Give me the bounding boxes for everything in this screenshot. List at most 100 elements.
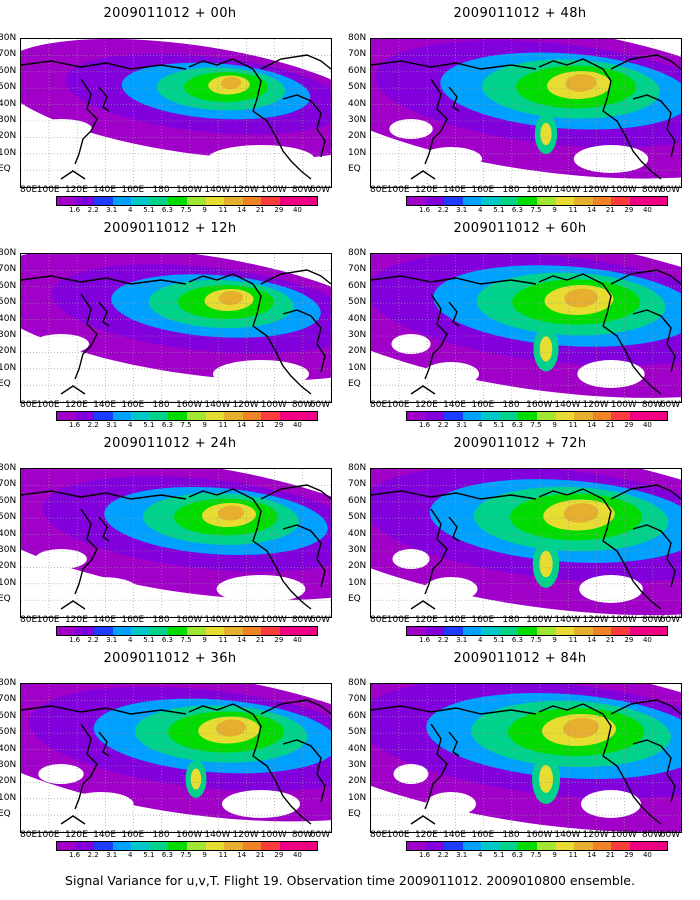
colorbar-label: 4 (478, 206, 483, 214)
colorbar-swatch (279, 627, 299, 635)
latitude-label: 80N (0, 678, 17, 688)
colorbar-label: 7.5 (530, 636, 542, 644)
colorbar-label: 14 (237, 421, 247, 429)
longitude-label: 160E (471, 615, 495, 625)
longitude-label: 120E (64, 400, 88, 410)
colorbar (406, 841, 668, 851)
colorbar-label: 14 (587, 206, 597, 214)
colorbar-swatch (481, 627, 500, 635)
colorbar-label: 5.1 (493, 851, 505, 859)
colorbar-label: 21 (605, 206, 615, 214)
longitude-label: 180 (152, 615, 170, 625)
colorbar-swatch (149, 197, 169, 205)
longitude-label: 60W (309, 400, 331, 410)
colorbar-swatch (224, 412, 243, 420)
colorbar-swatch (444, 197, 463, 205)
colorbar-swatch (407, 842, 426, 850)
latitude-label: 70N (348, 264, 367, 275)
colorbar-label: 11 (218, 421, 228, 429)
colorbar-label: 4 (128, 206, 133, 214)
longitude-label: 100E (386, 400, 410, 410)
latitude-label: EQ (0, 164, 11, 175)
colorbar-label: 3.1 (106, 206, 118, 214)
colorbar-label: 3.1 (106, 851, 118, 859)
longitude-label: 100E (386, 615, 410, 625)
colorbar-label: 14 (587, 636, 597, 644)
latitude-label: 50N (348, 727, 367, 738)
colorbar-label: 1.6 (418, 421, 431, 429)
colorbar-label: 6.3 (161, 421, 173, 429)
colorbar-swatch (462, 412, 482, 420)
longitude-label: 80E (20, 830, 38, 840)
longitude-label: 140W (204, 830, 231, 840)
latitude-label: 40N (348, 98, 367, 109)
colorbar-swatch (518, 197, 538, 205)
latitude-label: 10N (0, 362, 17, 373)
colorbar-swatch (298, 412, 318, 420)
colorbar-swatch (94, 197, 113, 205)
colorbar-swatch (94, 842, 113, 850)
longitude-label: 160E (121, 400, 145, 410)
longitude-label: 80W (291, 400, 313, 410)
colorbar-swatch (242, 197, 262, 205)
latitude-label: 60N (0, 710, 17, 721)
forecast-panel: 2009011012 + 00h 80N 70N 60N 50N 40N 30N 20N 10N… (0, 0, 340, 214)
colorbar-swatch (149, 412, 169, 420)
latitude-label: EQ (348, 809, 361, 820)
panel-title: 2009011012 + 48h (453, 6, 587, 21)
longitude-label: 140W (204, 185, 231, 195)
latitude-label: 60N (0, 280, 17, 291)
colorbar-swatch (112, 627, 132, 635)
colorbar-swatch (261, 627, 280, 635)
panel-title: 2009011012 + 36h (103, 651, 237, 666)
colorbar-swatch (648, 197, 668, 205)
colorbar-label: 7.5 (180, 421, 192, 429)
colorbar-swatch (481, 842, 500, 850)
panel-title: 2009011012 + 84h (453, 651, 587, 666)
colorbar-label: 9 (202, 851, 207, 859)
variance-map (20, 468, 332, 618)
latitude-label: 70N (348, 694, 367, 705)
colorbar-swatch (187, 197, 206, 205)
longitude-label: 80E (370, 830, 388, 840)
variance-map (20, 683, 332, 833)
latitude-label: 20N (0, 131, 17, 142)
colorbar-swatch (242, 842, 262, 850)
colorbar-label: 14 (587, 421, 597, 429)
latitude-label: 40N (0, 743, 17, 754)
latitude-label: 70N (0, 49, 17, 60)
longitude-label: 100E (36, 615, 60, 625)
longitude-label: 160E (121, 615, 145, 625)
longitude-label: 120E (414, 830, 438, 840)
longitude-label: 100W (610, 400, 637, 410)
forecast-panel: 2009011012 + 72h 80N 70N 60N 50N 40N 30N 20N 10N… (348, 430, 690, 644)
colorbar-label: 29 (274, 421, 284, 429)
colorbar-swatch (629, 627, 649, 635)
colorbar-label: 11 (568, 636, 578, 644)
colorbar-label: 3.1 (106, 421, 118, 429)
colorbar-label: 21 (605, 421, 615, 429)
longitude-label: 140E (443, 615, 467, 625)
longitude-label: 140E (93, 615, 117, 625)
colorbar-label: 9 (202, 636, 207, 644)
colorbar-swatch (592, 412, 612, 420)
colorbar-label: 9 (552, 636, 557, 644)
colorbar-label: 6.3 (161, 851, 173, 859)
colorbar (56, 196, 318, 206)
colorbar-label: 3.1 (106, 636, 118, 644)
colorbar-swatch (75, 412, 95, 420)
forecast-panel: 2009011012 + 84h 80N 70N 60N 50N 40N 30N 20N 10N… (348, 645, 690, 859)
longitude-label: 120E (414, 185, 438, 195)
colorbar-swatch (205, 627, 225, 635)
colorbar-swatch (57, 627, 76, 635)
longitude-label: 100W (260, 830, 287, 840)
longitude-label: 60W (659, 185, 681, 195)
colorbar-label: 29 (624, 851, 634, 859)
latitude-label: 20N (348, 561, 367, 572)
longitude-label: 120E (414, 400, 438, 410)
longitude-label: 140W (554, 185, 581, 195)
latitude-label: 20N (348, 131, 367, 142)
longitude-label: 60W (659, 400, 681, 410)
colorbar-label: 9 (202, 421, 207, 429)
longitude-label: 140W (204, 400, 231, 410)
